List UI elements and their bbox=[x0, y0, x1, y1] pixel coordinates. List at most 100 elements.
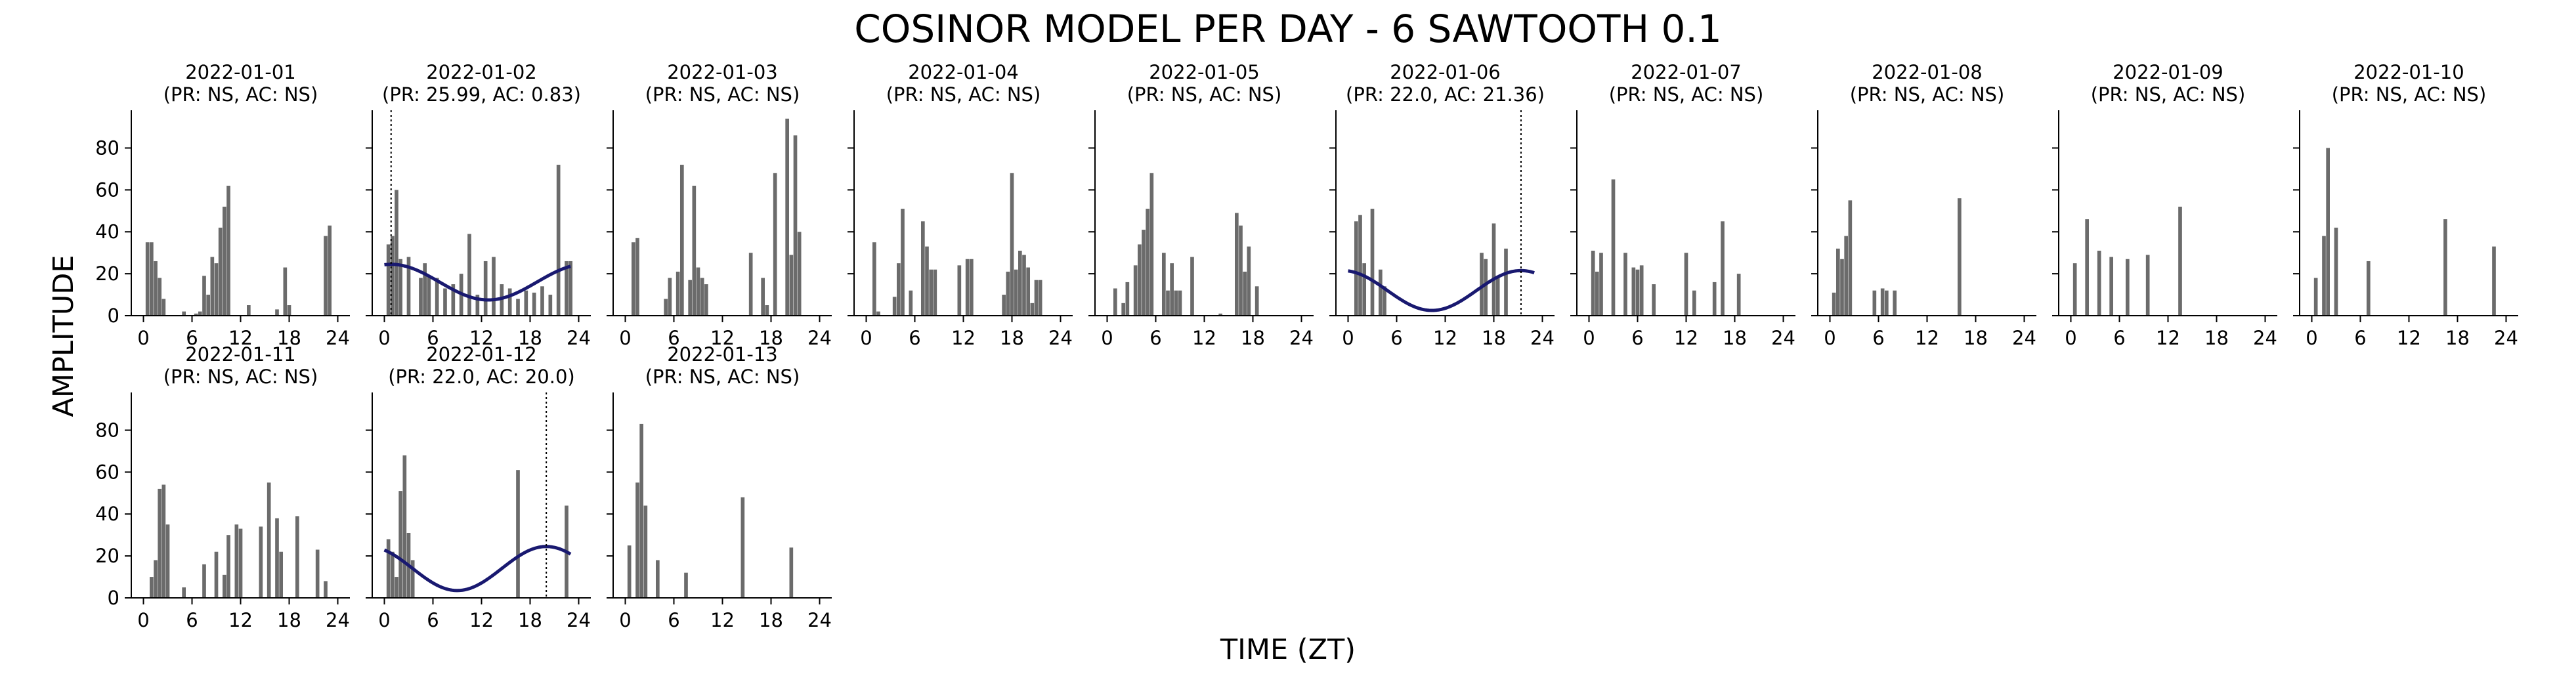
subplot-2022-01-10: 2022-01-10(PR: NS, AC: NS) 0 6 12 18 24 bbox=[2293, 61, 2518, 349]
subplot-date-title: 2022-01-10 bbox=[2353, 61, 2464, 83]
subplot-date-title: 2022-01-06 bbox=[1390, 61, 1501, 83]
subplot-date-title: 2022-01-05 bbox=[1149, 61, 1260, 83]
x-tick-label: 0 bbox=[619, 609, 631, 631]
x-tick-label: 18 bbox=[2204, 327, 2229, 349]
x-tick-label: 24 bbox=[1771, 327, 1795, 349]
y-tick-label: 60 bbox=[95, 461, 119, 483]
x-tick-label: 0 bbox=[378, 609, 390, 631]
bar bbox=[1595, 271, 1599, 316]
bar bbox=[765, 305, 769, 316]
bar bbox=[1370, 209, 1375, 316]
subplot-stats-label: (PR: 22.0, AC: 20.0) bbox=[388, 366, 575, 388]
x-tick-label: 24 bbox=[567, 327, 591, 349]
bar bbox=[406, 257, 411, 316]
x-tick-label: 6 bbox=[1631, 327, 1643, 349]
bar bbox=[182, 311, 186, 316]
bar bbox=[516, 470, 520, 598]
subplot-date-title: 2022-01-02 bbox=[426, 61, 537, 83]
y-tick-label: 0 bbox=[108, 587, 119, 609]
bar bbox=[1030, 303, 1035, 316]
bar bbox=[324, 236, 328, 316]
x-tick-label: 6 bbox=[668, 327, 679, 349]
bar bbox=[222, 574, 226, 598]
bar bbox=[704, 284, 708, 316]
bar bbox=[1166, 290, 1170, 316]
bar bbox=[773, 173, 777, 316]
bar bbox=[909, 290, 913, 316]
bar bbox=[1848, 200, 1853, 316]
bar bbox=[1957, 198, 1962, 316]
bar bbox=[402, 455, 407, 598]
bar bbox=[965, 259, 970, 316]
bar bbox=[1234, 213, 1239, 316]
bar bbox=[423, 263, 427, 316]
bar bbox=[1378, 269, 1383, 316]
bar bbox=[275, 518, 279, 598]
x-tick-label: 24 bbox=[807, 327, 832, 349]
bar bbox=[1014, 269, 1018, 316]
x-tick-label: 12 bbox=[469, 609, 494, 631]
x-tick-label: 24 bbox=[2494, 327, 2518, 349]
x-tick-label: 24 bbox=[1289, 327, 1314, 349]
bar bbox=[540, 286, 544, 316]
bar bbox=[1840, 259, 1844, 316]
x-tick-label: 12 bbox=[2397, 327, 2421, 349]
x-tick-label: 18 bbox=[1723, 327, 1747, 349]
bar bbox=[1149, 173, 1154, 316]
subplot-stats-label: (PR: NS, AC: NS) bbox=[645, 366, 800, 388]
bar bbox=[1492, 223, 1496, 316]
bar bbox=[395, 190, 398, 316]
x-tick-label: 24 bbox=[2012, 327, 2036, 349]
bar bbox=[2326, 148, 2330, 316]
bar bbox=[1835, 248, 1840, 316]
x-tick-label: 6 bbox=[1390, 327, 1402, 349]
bar bbox=[218, 227, 223, 316]
bar bbox=[161, 484, 166, 598]
y-tick-label: 40 bbox=[95, 503, 119, 525]
bar bbox=[398, 259, 403, 316]
x-tick-label: 6 bbox=[2354, 327, 2366, 349]
bar bbox=[696, 267, 700, 316]
x-tick-label: 18 bbox=[1482, 327, 1506, 349]
subplot-2022-01-03: 2022-01-03(PR: NS, AC: NS) 0 6 12 18 24 bbox=[607, 61, 832, 349]
bar bbox=[154, 261, 158, 316]
bar bbox=[287, 305, 291, 316]
bar bbox=[283, 267, 288, 316]
subplot-2022-01-04: 2022-01-04(PR: NS, AC: NS) 0 6 12 18 24 bbox=[848, 61, 1073, 349]
x-tick-label: 18 bbox=[1241, 327, 1265, 349]
bar bbox=[1480, 253, 1484, 316]
bar bbox=[1591, 250, 1595, 316]
x-tick-label: 12 bbox=[1192, 327, 1216, 349]
cosinor-fit-line bbox=[1348, 268, 1535, 312]
bar bbox=[226, 185, 230, 316]
bar bbox=[234, 524, 239, 598]
figure-title: COSINOR MODEL PER DAY - 6 SAWTOOTH 0.1 bbox=[854, 7, 1722, 51]
bar bbox=[876, 311, 880, 316]
bar bbox=[315, 549, 320, 598]
bar bbox=[158, 488, 162, 598]
bar bbox=[565, 261, 569, 316]
bar bbox=[2125, 259, 2130, 316]
subplot-2022-01-13: 2022-01-13(PR: NS, AC: NS) 0 6 12 18 24 bbox=[607, 343, 832, 631]
bar bbox=[158, 278, 162, 316]
bar bbox=[516, 299, 520, 316]
bar bbox=[688, 280, 693, 316]
bar bbox=[748, 253, 753, 316]
bar bbox=[395, 577, 398, 598]
bar bbox=[238, 528, 243, 598]
bar bbox=[1504, 248, 1508, 316]
subplot-date-title: 2022-01-04 bbox=[908, 61, 1019, 83]
bar bbox=[1692, 290, 1696, 316]
bar bbox=[386, 244, 391, 316]
subplot-2022-01-12: 2022-01-12(PR: 22.0, AC: 20.0) 0 6 12 18 24 bbox=[366, 343, 591, 631]
bar bbox=[1652, 284, 1656, 316]
bar bbox=[957, 265, 962, 316]
bar bbox=[161, 299, 166, 316]
bar bbox=[631, 242, 635, 316]
bar bbox=[639, 423, 644, 598]
bar bbox=[1880, 288, 1885, 316]
bar bbox=[1243, 271, 1247, 316]
y-tick-label: 20 bbox=[95, 263, 119, 285]
bar bbox=[1611, 179, 1616, 316]
bar bbox=[2085, 219, 2090, 316]
